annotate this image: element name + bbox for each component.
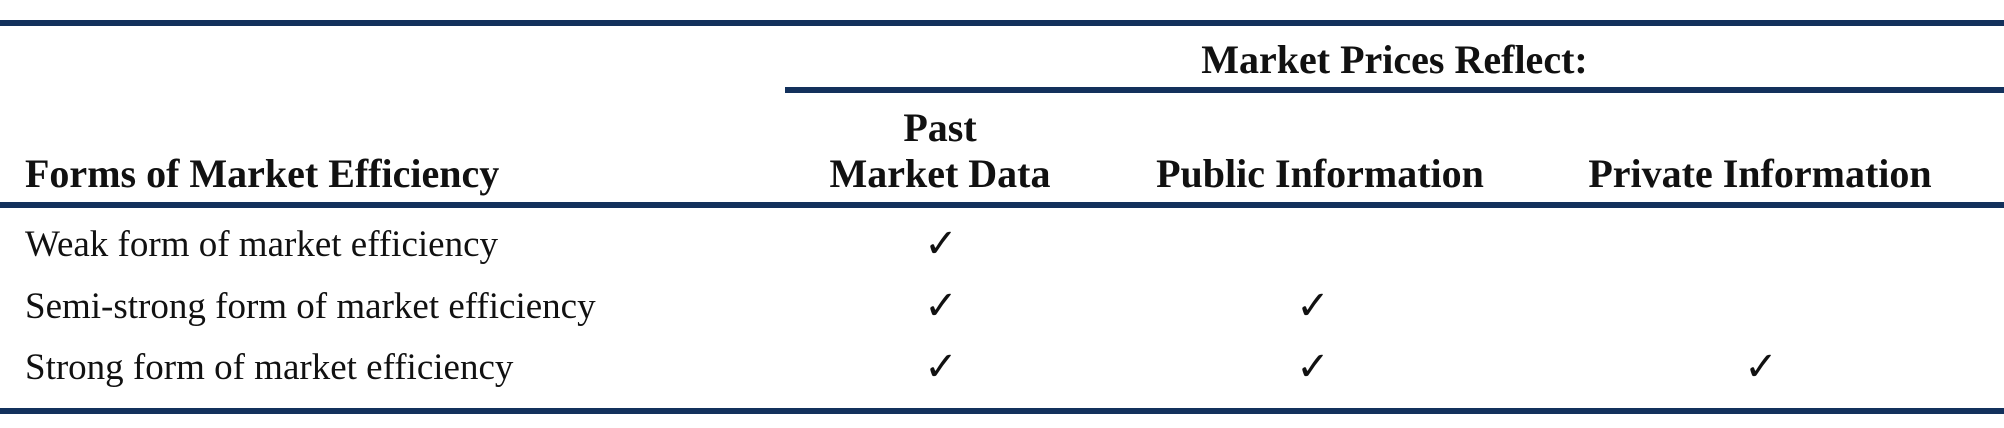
row-label-weak: Weak form of market efficiency — [25, 224, 498, 265]
table-top-rule — [0, 20, 2004, 26]
column-header-public-information: Public Information — [1156, 151, 1484, 196]
column-header-past-market-data: Past Market Data — [780, 105, 1100, 197]
check-mark-icon: ✓ — [1744, 344, 1778, 390]
row-header: Forms of Market Efficiency — [25, 151, 500, 196]
table-bottom-rule — [0, 408, 2004, 414]
column-header-past-line1: Past — [903, 105, 977, 150]
header-bottom-rule — [0, 202, 2004, 208]
column-header-private-information: Private Information — [1588, 151, 1932, 196]
row-label-strong: Strong form of market efficiency — [25, 347, 514, 388]
group-header-rule — [785, 87, 2004, 93]
column-header-past-line2: Market Data — [829, 151, 1051, 196]
check-mark-icon: ✓ — [1296, 344, 1330, 390]
check-mark-icon: ✓ — [924, 221, 958, 267]
check-mark-icon: ✓ — [1296, 283, 1330, 329]
check-mark-icon: ✓ — [924, 283, 958, 329]
row-label-semi-strong: Semi-strong form of market efficiency — [25, 286, 596, 327]
check-mark-icon: ✓ — [924, 344, 958, 390]
group-header: Market Prices Reflect: — [1201, 37, 1588, 82]
